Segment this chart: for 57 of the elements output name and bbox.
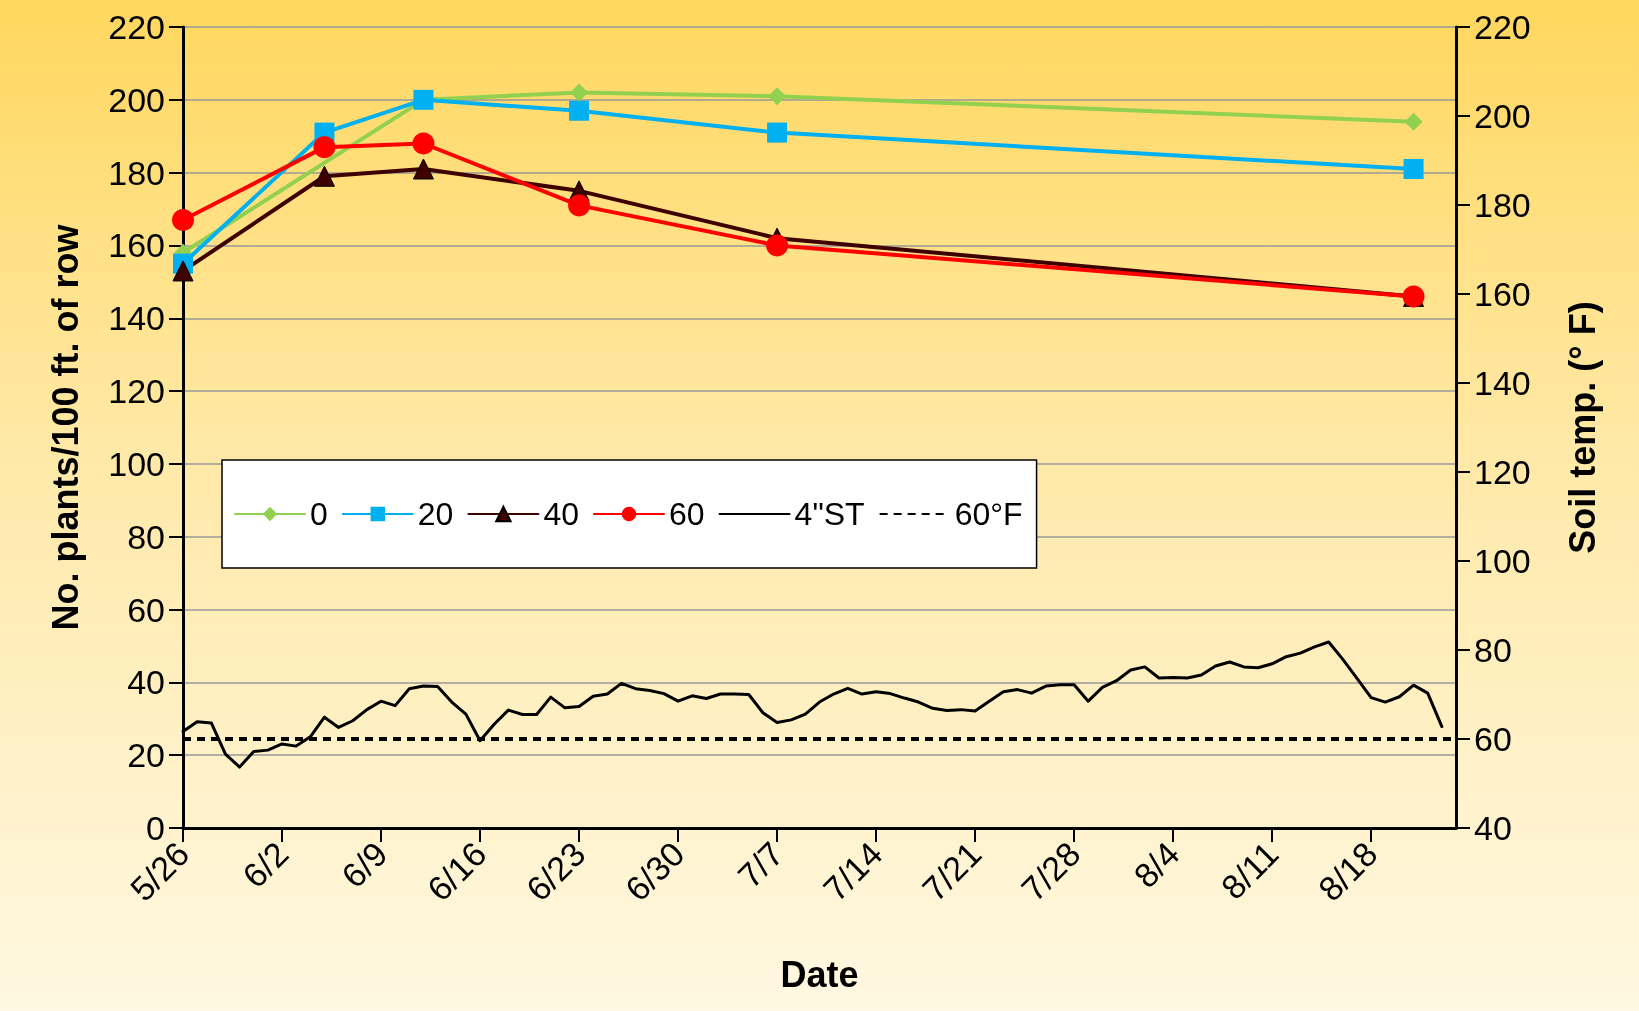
y-tick-label: 140 [108, 299, 165, 338]
x-tick-label: 6/2 [235, 834, 296, 895]
point [766, 234, 789, 257]
x-tick-label: 6/9 [334, 834, 395, 895]
point [768, 87, 787, 106]
point [412, 132, 435, 155]
point [570, 83, 589, 102]
y2-axis-title: Soil temp. (° F) [1561, 301, 1603, 554]
y2-tick-label: 180 [1474, 186, 1531, 224]
legend-label: 0 [310, 496, 328, 532]
y2-tick-label: 40 [1474, 809, 1512, 847]
x-tick-label: 8/18 [1310, 834, 1385, 909]
point [1403, 159, 1424, 179]
x-tick-label: 6/30 [617, 834, 692, 909]
legend-label: 20 [417, 496, 454, 532]
point [172, 260, 194, 282]
y2-tick-label: 120 [1474, 453, 1531, 491]
y-tick-label: 0 [146, 809, 165, 847]
x-tick-label: 6/16 [419, 834, 494, 909]
y-tick-label: 120 [108, 372, 165, 411]
legend-label: 60 [668, 496, 705, 532]
y-tick-label: 40 [127, 663, 165, 702]
y-tick-label: 180 [108, 153, 165, 192]
y-tick-label: 60 [127, 590, 165, 629]
point [313, 136, 336, 159]
point [412, 158, 434, 180]
x-tick-label: 6/23 [518, 834, 593, 909]
legend-label: 40 [543, 496, 579, 532]
x-tick-label: 7/14 [815, 834, 890, 909]
point [568, 194, 591, 217]
y2-tick-label: 140 [1474, 364, 1531, 402]
y-axis-title: No. plants/100 ft. of row [44, 223, 86, 631]
y-tick-label: 200 [108, 80, 165, 119]
y2-tick-label: 60 [1474, 720, 1512, 758]
legend-label: 4"ST [794, 496, 865, 532]
y-tick-label: 80 [127, 517, 165, 556]
y2-tick-label: 220 [1474, 8, 1531, 46]
x-tick-label: 8/4 [1126, 834, 1187, 895]
y2-tick-label: 160 [1474, 275, 1531, 313]
y2-tick-label: 200 [1474, 97, 1531, 135]
point [569, 100, 590, 121]
y-tick-label: 20 [127, 736, 165, 775]
legend-label: 60°F [954, 496, 1023, 532]
x-tick-label: 8/11 [1213, 834, 1286, 907]
y-tick-label: 160 [108, 226, 165, 265]
x-tick-label: 7/7 [730, 834, 791, 895]
y2-tick-label: 80 [1474, 631, 1512, 669]
x-tick-label: 7/21 [914, 834, 989, 909]
y-tick-label: 100 [108, 444, 165, 483]
y-tick-label: 220 [108, 8, 165, 46]
y2-tick-label: 100 [1474, 542, 1531, 580]
point [1404, 112, 1423, 131]
point [172, 208, 194, 231]
x-axis-title: Date [780, 953, 859, 995]
point [767, 122, 788, 143]
point [313, 165, 335, 187]
x-tick-label: 7/28 [1013, 834, 1088, 909]
